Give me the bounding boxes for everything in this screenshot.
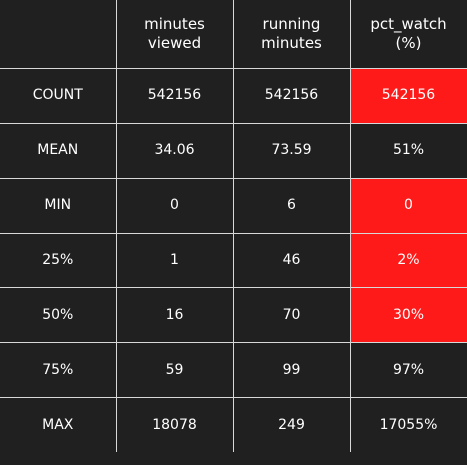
column-header-line: running xyxy=(262,15,321,33)
table-cell: 30% xyxy=(349,287,467,344)
table-cell: 542156 xyxy=(232,68,350,124)
table-row-max: MAX 18078 249 17055% xyxy=(0,397,467,452)
column-header-pct-watch: pct_watch (%) xyxy=(349,0,467,69)
column-header-line: minutes xyxy=(261,34,322,52)
table-cell: 249 xyxy=(232,397,350,452)
column-header-line: viewed xyxy=(147,34,202,52)
table-cell: 70 xyxy=(232,287,350,344)
table-cell: 6 xyxy=(232,178,350,234)
row-label: 25% xyxy=(0,233,116,289)
table-cell: 46 xyxy=(232,233,350,289)
row-label: 75% xyxy=(0,342,116,399)
table-row-mean: MEAN 34.06 73.59 51% xyxy=(0,123,467,179)
table-body: COUNT 542156 542156 542156 MEAN 34.06 73… xyxy=(0,68,467,452)
table-cell: 34.06 xyxy=(115,123,233,179)
table-row-count: COUNT 542156 542156 542156 xyxy=(0,68,467,124)
table-cell: 16 xyxy=(115,287,233,344)
table-cell: 59 xyxy=(115,342,233,399)
column-header-running-minutes: running minutes xyxy=(232,0,350,69)
table-row-min: MIN 0 6 0 xyxy=(0,178,467,234)
table-cell: 99 xyxy=(232,342,350,399)
table-cell: 0 xyxy=(115,178,233,234)
row-label: MAX xyxy=(42,416,74,433)
table-cell: 1 xyxy=(115,233,233,289)
header-row: minutes viewed running minutes pct_watch… xyxy=(0,0,467,69)
table-cell: 73.59 xyxy=(232,123,350,179)
table-cell: 542156 xyxy=(115,68,233,124)
table-cell: 542156 xyxy=(349,68,467,124)
table-cell: 51% xyxy=(349,123,467,179)
table-row-50pct: 50% 16 70 30% xyxy=(0,287,467,344)
column-header-line: (%) xyxy=(395,34,422,52)
table-cell: 0 xyxy=(349,178,467,234)
row-label: MIN xyxy=(0,178,116,234)
row-label: MEAN xyxy=(0,123,116,179)
summary-statistics-table: minutes viewed running minutes pct_watch… xyxy=(0,0,467,452)
row-label: 50% xyxy=(0,287,116,344)
column-header-line: pct_watch xyxy=(370,15,447,33)
column-header-minutes-viewed: minutes viewed xyxy=(115,0,233,69)
column-header-line: minutes xyxy=(144,15,205,33)
table-cell: 97% xyxy=(349,342,467,399)
table-cell: 18078 xyxy=(115,397,233,452)
table-cell: 2% xyxy=(349,233,467,289)
table-row-25pct: 25% 1 46 2% xyxy=(0,233,467,289)
table-row-75pct: 75% 59 99 97% xyxy=(0,342,467,399)
table-header: minutes viewed running minutes pct_watch… xyxy=(0,0,467,69)
bottom-margin xyxy=(0,452,467,465)
table-cell: 17055% xyxy=(349,397,467,452)
header-corner-cell xyxy=(0,0,116,69)
row-label: COUNT xyxy=(0,68,116,124)
